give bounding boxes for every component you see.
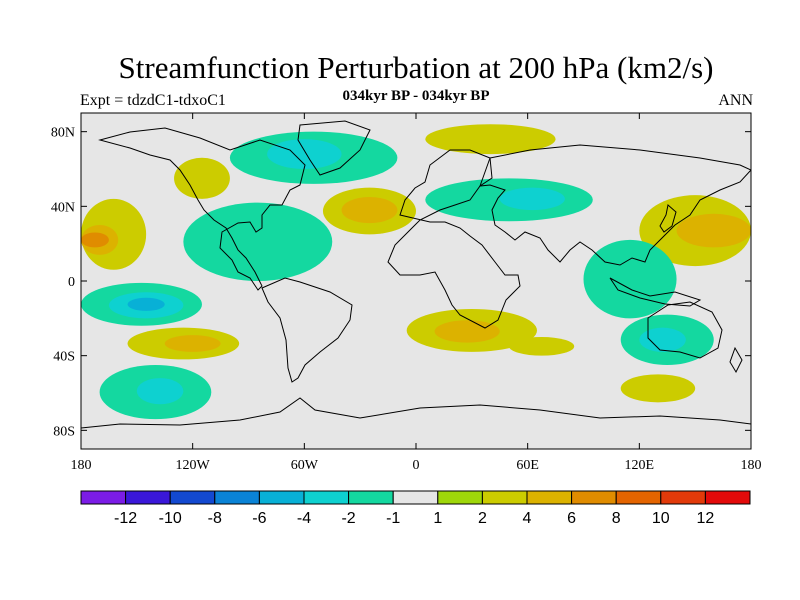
colorbar-swatch — [392, 490, 439, 505]
colorbar-label: -12 — [114, 510, 137, 527]
y-tick-label: 40N — [51, 200, 75, 215]
contour-region-maritime-continent — [583, 239, 677, 319]
colorbar-label: -10 — [159, 510, 182, 527]
contour-region-north-pacific-core — [81, 232, 109, 248]
colorbar-swatch — [303, 490, 350, 505]
colorbar-label: -8 — [208, 510, 222, 527]
colorbar-swatch — [437, 490, 483, 505]
contour-region-southern-africa-core — [434, 320, 500, 343]
contour-region-tropical-east-pacific-core — [127, 297, 165, 311]
coast-japan — [659, 204, 677, 233]
experiment-label: Expt = tdzdC1-tdxoC1 — [80, 92, 226, 109]
y-tick-label: 80N — [51, 126, 75, 141]
coast-greenland — [297, 120, 371, 176]
coast-asia — [479, 144, 751, 266]
colorbar-swatch — [526, 490, 573, 505]
contour-region-australia-core — [639, 327, 686, 352]
x-tick-label: 180 — [741, 458, 762, 473]
coast-europe-africa — [387, 149, 521, 329]
colorbar-label: 1 — [433, 510, 442, 527]
colorbar-label: 6 — [567, 510, 576, 527]
y-tick-label: 80S — [53, 424, 75, 439]
colorbar-label: 12 — [697, 510, 715, 527]
colorbar-label: 8 — [612, 510, 621, 527]
contour-region-south-pacific-high-core — [136, 378, 184, 405]
coast-australia — [647, 301, 723, 359]
contour-region-indian-ocean-south — [509, 337, 575, 356]
colorbar-label: 4 — [523, 510, 532, 527]
contour-region-south-indian-high-lat — [620, 374, 696, 403]
colorbar-swatch — [214, 490, 260, 505]
colorbar-swatch — [258, 490, 305, 505]
contour-region-south-pacific-mid-core — [164, 335, 221, 352]
contour-region-west-pacific-subtropics-core — [676, 213, 751, 248]
colorbar-label: -2 — [341, 510, 355, 527]
coast-north-america — [98, 127, 306, 291]
colorbar-swatch — [348, 490, 394, 505]
colorbar-swatch — [571, 490, 617, 505]
colorbar-label: -4 — [297, 510, 311, 527]
colorbar-label: -6 — [252, 510, 266, 527]
coast-antarctica — [81, 397, 751, 429]
contour-region-eurasia-belt-core — [499, 187, 565, 211]
colorbar-label: 10 — [652, 510, 670, 527]
x-tick-label: 0 — [413, 458, 420, 473]
colorbar-swatch — [80, 490, 127, 505]
colorbar-swatch — [660, 490, 706, 505]
coast-south-america — [261, 277, 353, 383]
x-tick-label: 120W — [176, 458, 211, 473]
coast-new-zealand — [729, 346, 743, 374]
colorbar-swatch — [125, 490, 171, 505]
colorbar-label: -1 — [386, 510, 400, 527]
contour-region-arctic-scandinavia — [425, 124, 556, 155]
x-tick-label: 60W — [291, 458, 319, 473]
contour-region-north-america-west — [174, 157, 230, 199]
season-label: ANN — [718, 92, 753, 109]
contour-region-north-atlantic-core — [341, 197, 398, 224]
x-tick-label: 60E — [516, 458, 539, 473]
x-tick-label: 120E — [625, 458, 655, 473]
colorbar-swatch — [704, 490, 751, 505]
colorbar-swatch — [481, 490, 528, 505]
contour-region-north-america-south — [183, 202, 333, 281]
colorbar-swatch — [169, 490, 216, 505]
coastlines — [81, 120, 751, 429]
y-tick-label: 0 — [68, 275, 75, 290]
colorbar-label: 2 — [478, 510, 487, 527]
coast-indonesia — [609, 277, 702, 307]
contour-region-canada-greenland-core — [267, 139, 342, 169]
chart-title: Streamfunction Perturbation at 200 hPa (… — [118, 50, 714, 85]
period-label: 034kyr BP - 034kyr BP — [342, 88, 490, 104]
colorbar-swatch — [615, 490, 662, 505]
y-tick-label: 40S — [53, 350, 75, 365]
x-tick-label: 180 — [71, 458, 92, 473]
